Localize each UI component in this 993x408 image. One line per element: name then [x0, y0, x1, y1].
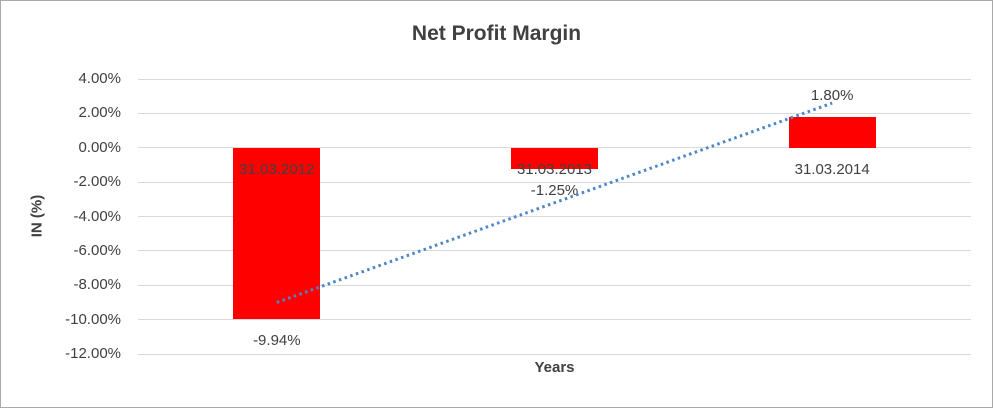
bar — [788, 116, 876, 148]
y-axis-tick-label: 2.00% — [78, 104, 121, 122]
data-label: -9.94% — [253, 331, 301, 349]
category-label: 31.03.2013 — [516, 160, 593, 178]
y-axis-tick-label: -10.00% — [65, 310, 121, 328]
data-label: 1.80% — [810, 86, 854, 104]
y-axis-tick-label: -8.00% — [73, 276, 121, 294]
gridline — [138, 353, 971, 355]
y-axis-tick-label: -6.00% — [73, 241, 121, 259]
chart-title: Net Profit Margin — [411, 22, 582, 45]
category-label: 31.03.2014 — [794, 160, 870, 178]
y-axis-tick-label: -4.00% — [73, 207, 121, 225]
y-axis-tick-label: -12.00% — [65, 345, 121, 362]
y-axis-tick-label: 4.00% — [78, 70, 121, 87]
gridline — [138, 112, 971, 114]
data-label: -1.25% — [530, 182, 579, 200]
gridline — [138, 319, 971, 321]
y-axis-tick-label: -2.00% — [73, 173, 121, 191]
category-label: 31.03.2012 — [239, 160, 315, 178]
x-axis-title: Years — [534, 359, 575, 376]
y-axis-tick-label: 0.00% — [78, 138, 121, 156]
gridline — [138, 78, 971, 80]
